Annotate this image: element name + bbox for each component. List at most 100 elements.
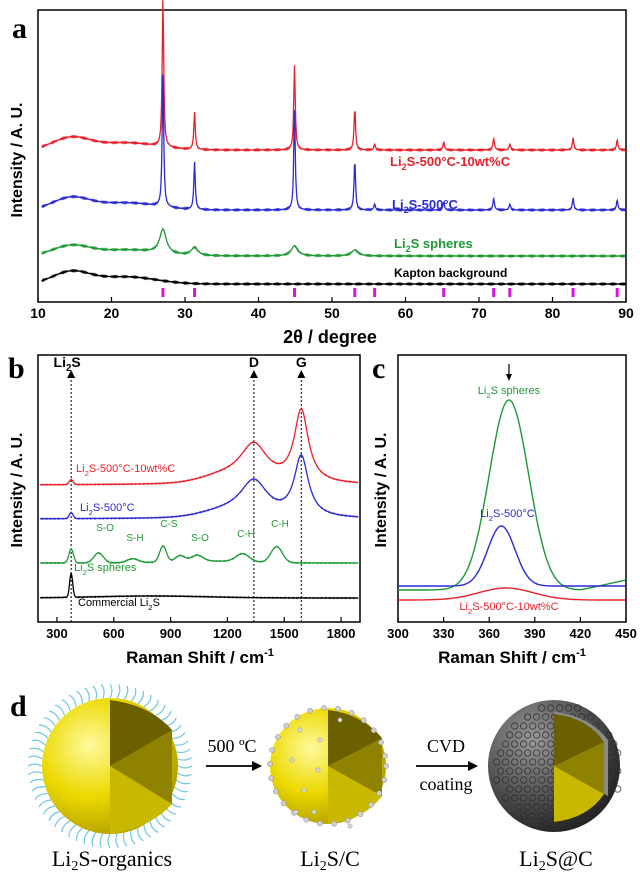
shell-bump bbox=[546, 758, 555, 766]
panel-a-x-tick-label: 80 bbox=[545, 305, 561, 321]
ligand-strand bbox=[122, 832, 128, 847]
sphere-li2s-organics bbox=[27, 683, 193, 849]
shell-bump bbox=[519, 722, 528, 730]
carbon-particle bbox=[360, 717, 367, 724]
ligand-strand bbox=[130, 687, 137, 702]
panel-c-series-line bbox=[398, 587, 626, 601]
ligand-strand bbox=[123, 685, 129, 700]
carbon-particle bbox=[348, 710, 355, 716]
shell-bump bbox=[523, 767, 532, 775]
carbon-particle bbox=[273, 788, 279, 795]
shell-bump bbox=[528, 794, 537, 802]
panel-b-series-line bbox=[39, 545, 359, 565]
panel-b-series-label: Li2S-500°C bbox=[80, 502, 135, 517]
shell-bump bbox=[568, 821, 577, 829]
panel-c-series-label: Li2S spheres bbox=[478, 385, 541, 400]
shell-bump bbox=[532, 767, 541, 775]
label-li2s-c: Li2S/C bbox=[300, 846, 360, 874]
carbon-particle bbox=[317, 820, 323, 827]
shell-bump bbox=[523, 785, 532, 793]
shell-bump bbox=[501, 776, 510, 784]
panel-a-series-line bbox=[41, 268, 627, 287]
panel-a-x-ticks: 10 20 30 40 50 60 70 80 90 bbox=[30, 297, 634, 321]
panel-a-x-tick-label: 40 bbox=[251, 305, 267, 321]
shell-bump bbox=[514, 731, 523, 739]
panel-c-x-ticks: 300 330 360 390 420 450 bbox=[387, 617, 637, 641]
ligand-strand bbox=[172, 732, 186, 739]
panel-b-x-tick-label: 1500 bbox=[270, 626, 299, 641]
panel-b-bond-annotation: S-O bbox=[96, 523, 114, 534]
label-li2s-at-c: Li2S@C bbox=[519, 846, 593, 874]
panel-a-x-tick-label: 90 bbox=[618, 305, 634, 321]
panel-a: a Li2S-500°C-10wt%C Li2S-500°C Li2S sphere… bbox=[9, 0, 634, 347]
carbon-particle bbox=[337, 717, 343, 723]
panel-c-frame bbox=[397, 354, 627, 623]
shell-bump bbox=[519, 794, 528, 802]
panel-c-series-line bbox=[398, 525, 626, 587]
panel-b-y-axis-label: Intensity / A. U. bbox=[9, 433, 26, 548]
ligand-strand bbox=[109, 683, 113, 699]
carbon-particle bbox=[321, 705, 327, 711]
panel-c-series-line bbox=[398, 399, 626, 591]
ligand-strand bbox=[176, 748, 191, 754]
ligand-strand bbox=[137, 828, 144, 842]
carbon-particle bbox=[311, 809, 317, 815]
carbon-particle bbox=[315, 767, 321, 773]
panel-a-series-label: Li2S spheres bbox=[394, 236, 473, 254]
shell-bump bbox=[501, 794, 510, 802]
shell-bump bbox=[528, 740, 537, 748]
step-2-label-line1: CVD bbox=[427, 736, 465, 756]
shell-bump bbox=[510, 740, 519, 748]
shell-bump bbox=[537, 704, 546, 712]
panel-b-letter: b bbox=[8, 352, 25, 385]
shell-bump bbox=[613, 767, 622, 775]
ligand-strand bbox=[43, 717, 56, 727]
shell-bump bbox=[528, 776, 537, 784]
panel-c-series-label: Li2S-500°C bbox=[480, 508, 535, 523]
carbon-particle bbox=[370, 727, 377, 734]
panel-b-marker-label: G bbox=[296, 354, 307, 370]
panel-b-bond-annotation: C-H bbox=[237, 529, 255, 540]
panel-b-series-line bbox=[39, 407, 359, 486]
organic-ligands bbox=[27, 683, 193, 849]
panel-a-plot: Li2S-500°C-10wt%C Li2S-500°C Li2S spheres K… bbox=[41, 0, 627, 297]
panel-b-marker-arrow bbox=[249, 370, 258, 378]
shell-bump bbox=[492, 776, 501, 784]
shell-bump bbox=[609, 758, 618, 766]
panel-b-series-line bbox=[39, 453, 359, 520]
carbon-particles bbox=[267, 705, 389, 829]
shell-bump bbox=[505, 749, 514, 757]
carbon-particle bbox=[267, 761, 273, 767]
shell-bump bbox=[586, 713, 595, 721]
panel-b: b Li2S D G Li2S-500°C-10wt%C Li2S-500°C Li2S … bbox=[8, 352, 361, 667]
sphere-li2s-at-c bbox=[488, 700, 622, 832]
shell-bump bbox=[564, 704, 573, 712]
ligand-strand bbox=[149, 699, 159, 712]
ligand-strand bbox=[54, 704, 66, 716]
shell-bump bbox=[537, 794, 546, 802]
ligand-strand bbox=[28, 755, 43, 760]
panel-b-series-label: Li2S-500°C-10wt%C bbox=[76, 463, 175, 478]
ligand-strand bbox=[130, 830, 136, 845]
panel-b-x-tick-label: 600 bbox=[103, 626, 125, 641]
panel-b-bond-annotation: S-O bbox=[191, 533, 209, 544]
ligand-strand bbox=[34, 793, 48, 800]
shell-bump bbox=[546, 794, 555, 802]
shell-bump bbox=[510, 776, 519, 784]
panel-b-x-tick-label: 300 bbox=[46, 626, 68, 641]
ligand-strand bbox=[54, 815, 65, 828]
shell-bump bbox=[519, 776, 528, 784]
panel-a-series-label: Li2S-500°C bbox=[392, 197, 459, 215]
shell-bump bbox=[541, 803, 550, 811]
panel-b-x-tick-label: 1200 bbox=[213, 626, 242, 641]
shell-bump bbox=[546, 812, 555, 820]
shell-bump bbox=[514, 803, 523, 811]
shell-bump bbox=[528, 758, 537, 766]
ligand-strand bbox=[177, 756, 192, 761]
panel-a-frame bbox=[37, 9, 627, 303]
panel-a-series-line bbox=[41, 0, 627, 153]
ligand-strand bbox=[68, 824, 77, 838]
shell-bump bbox=[537, 758, 546, 766]
ligand-strand bbox=[143, 824, 152, 838]
carbon-particle bbox=[317, 737, 323, 743]
